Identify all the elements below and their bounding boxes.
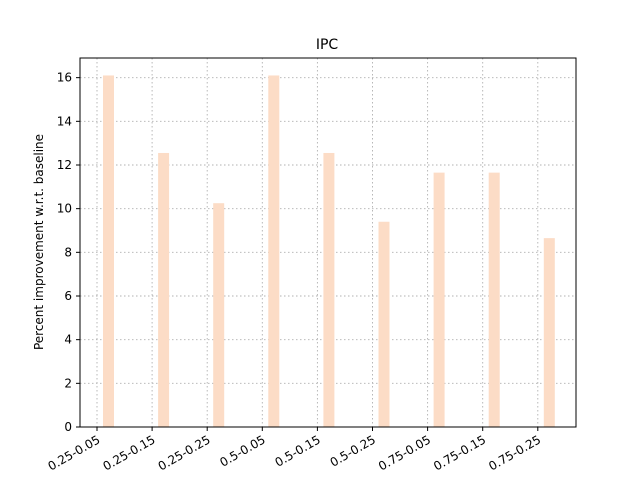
y-tick-label: 8 <box>64 245 72 259</box>
y-tick-label: 10 <box>57 202 72 216</box>
x-tick-label: 0.25-0.05 <box>45 432 102 473</box>
bar <box>213 203 225 427</box>
bar <box>543 238 555 427</box>
x-tick-label: 0.75-0.25 <box>486 432 543 473</box>
y-axis-label: Percent improvement w.r.t. baseline <box>32 134 46 350</box>
plot-frame <box>79 57 577 428</box>
y-tick-label: 16 <box>57 71 72 85</box>
bar <box>378 221 390 427</box>
bar <box>268 75 280 427</box>
y-tick-label: 0 <box>64 420 72 434</box>
y-tick-label: 6 <box>64 289 72 303</box>
x-tick-label: 0.5-0.25 <box>328 432 378 469</box>
bar <box>103 75 114 427</box>
y-tick-label: 12 <box>57 158 72 172</box>
chart-title: IPC <box>316 37 339 53</box>
x-tick-label: 0.5-0.05 <box>217 432 267 469</box>
y-tick-label: 14 <box>57 114 72 128</box>
bar <box>323 152 335 427</box>
x-tick-label: 0.5-0.15 <box>272 432 322 469</box>
bar <box>488 172 500 427</box>
y-tick-label: 2 <box>64 376 72 390</box>
x-tick-label: 0.25-0.15 <box>101 432 158 473</box>
x-tick-label: 0.75-0.05 <box>376 432 433 473</box>
bar <box>158 152 170 427</box>
y-tick-label: 4 <box>64 333 72 347</box>
bar-layer <box>103 75 555 427</box>
x-tick-label: 0.75-0.15 <box>431 432 488 473</box>
x-tick-label: 0.25-0.25 <box>156 432 213 473</box>
bar <box>433 172 445 427</box>
